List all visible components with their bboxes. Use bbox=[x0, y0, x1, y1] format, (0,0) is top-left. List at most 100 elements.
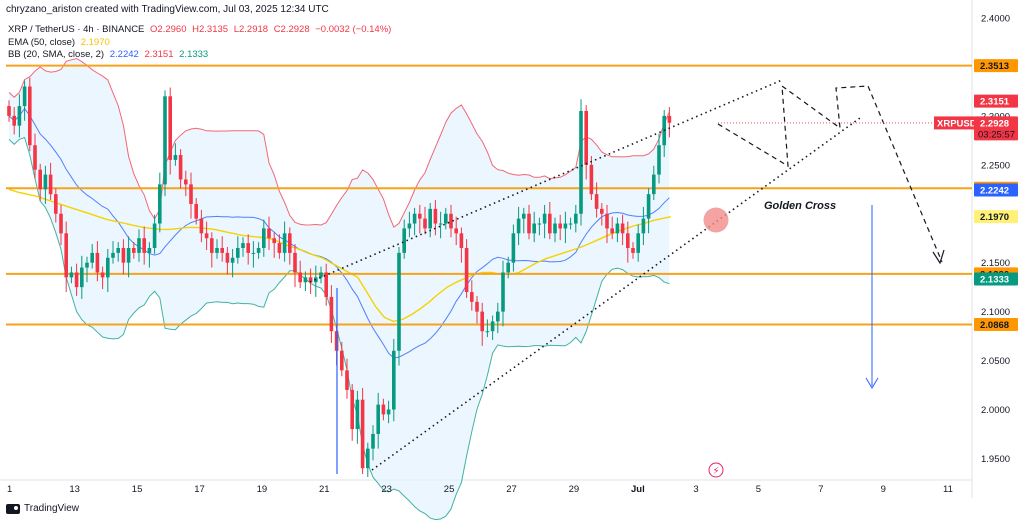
candle-body bbox=[615, 223, 620, 234]
candle-body bbox=[537, 223, 542, 225]
chart-credit: chryzano_ariston created with TradingVie… bbox=[6, 4, 329, 15]
price-tick-label: 2.0500 bbox=[981, 356, 1010, 367]
candle-body bbox=[64, 233, 68, 278]
candle-body bbox=[600, 208, 604, 214]
candle-body bbox=[168, 96, 172, 160]
candle-body bbox=[574, 213, 578, 224]
candle-body bbox=[490, 321, 495, 332]
candle-body bbox=[277, 243, 282, 253]
candle-body bbox=[241, 243, 245, 248]
time-tick-label: 15 bbox=[132, 484, 143, 495]
candle-body bbox=[12, 115, 16, 126]
candle-body bbox=[22, 86, 27, 107]
candle-body bbox=[262, 228, 266, 248]
candle-body bbox=[43, 174, 48, 190]
candle-body bbox=[106, 257, 110, 278]
ema-row[interactable]: EMA (50, close) 2.1970 bbox=[8, 37, 394, 50]
candle-body bbox=[350, 389, 354, 430]
candle-body bbox=[324, 272, 328, 297]
bb-upper-line bbox=[8, 58, 670, 228]
candle-body bbox=[423, 218, 427, 229]
candle-body bbox=[371, 433, 375, 449]
tradingview-logo-text: TradingView bbox=[24, 503, 80, 514]
symbol-row[interactable]: XRP / TetherUS · 4h · BINANCE O2.2960 H2… bbox=[8, 24, 394, 37]
time-tick-label: 17 bbox=[194, 484, 205, 495]
price-tick-label: 1.9500 bbox=[981, 454, 1010, 465]
candle-body bbox=[386, 409, 391, 415]
candle-body bbox=[293, 252, 297, 273]
candle-body bbox=[132, 248, 136, 253]
candle-body bbox=[17, 106, 22, 126]
candle-body bbox=[360, 399, 365, 469]
candle-body bbox=[610, 228, 614, 234]
candle-body bbox=[485, 331, 490, 333]
golden-cross-label: Golden Cross bbox=[764, 200, 836, 212]
candle-body bbox=[646, 194, 651, 219]
candle-body bbox=[511, 233, 516, 263]
time-tick-label: 19 bbox=[257, 484, 268, 495]
level-price-tag-label: 2.3513 bbox=[980, 61, 1009, 72]
candle-body bbox=[418, 213, 422, 219]
ema50-line bbox=[8, 188, 672, 323]
candle-body bbox=[303, 277, 308, 283]
candle-body bbox=[412, 213, 417, 224]
bb-lower-value: 2.1333 bbox=[179, 49, 209, 60]
symbol-tag-label: XRPUSDT bbox=[937, 118, 983, 129]
bb-upper-value: 2.3151 bbox=[144, 49, 174, 60]
candle-body bbox=[158, 184, 162, 224]
candle-body bbox=[381, 404, 386, 415]
candle-body bbox=[459, 233, 464, 248]
target-arrowhead bbox=[865, 377, 879, 389]
candle-body bbox=[449, 213, 453, 229]
price-tick-label: 2.1500 bbox=[981, 258, 1010, 269]
candle-body bbox=[189, 184, 193, 204]
candle-body bbox=[626, 233, 630, 248]
candle-body bbox=[501, 272, 505, 312]
candle-body bbox=[152, 223, 157, 248]
candle-body bbox=[542, 213, 547, 224]
indicator-price-tag-2 bbox=[974, 183, 1018, 197]
candle-body bbox=[438, 223, 443, 225]
indicator-price-tag-4 bbox=[974, 272, 1018, 286]
candle-body bbox=[38, 169, 42, 190]
candle-body bbox=[329, 296, 334, 332]
candle-body bbox=[553, 223, 557, 234]
candle-body bbox=[454, 228, 458, 234]
candle-body bbox=[137, 238, 141, 253]
candle-body bbox=[475, 301, 479, 312]
bb-row[interactable]: BB (20, SMA, close, 2) 2.2242 2.3151 2.1… bbox=[8, 49, 394, 62]
candle-body bbox=[308, 277, 313, 283]
indicator-price-tag-label: 2.1333 bbox=[980, 275, 1009, 286]
candle-body bbox=[204, 233, 209, 239]
time-tick-label: 21 bbox=[319, 484, 330, 495]
candle-body bbox=[236, 248, 240, 258]
time-tick-label: 1 bbox=[7, 484, 12, 495]
candle-body bbox=[345, 370, 349, 390]
candle-body bbox=[366, 448, 370, 469]
candle-body bbox=[7, 106, 11, 116]
candle-body bbox=[355, 399, 360, 430]
level-price-tag-0 bbox=[974, 59, 1018, 73]
candle-body bbox=[392, 350, 396, 410]
candle-body bbox=[433, 208, 438, 224]
candle-body bbox=[251, 252, 256, 254]
indicator-legend: XRP / TetherUS · 4h · BINANCE O2.2960 H2… bbox=[8, 24, 394, 62]
bb-lower-line bbox=[8, 136, 670, 521]
candle-body bbox=[199, 218, 204, 234]
candle-body bbox=[147, 248, 152, 253]
candle-body bbox=[282, 233, 287, 253]
indicator-price-tag-label: 2.2242 bbox=[980, 186, 1009, 197]
golden-cross-marker bbox=[703, 207, 729, 233]
candle-body bbox=[516, 218, 521, 234]
time-tick-label: 27 bbox=[506, 484, 517, 495]
candle-body bbox=[636, 233, 640, 253]
symbol-tag bbox=[934, 116, 974, 130]
candle-body bbox=[126, 248, 131, 263]
candle-body bbox=[184, 179, 188, 185]
price-tick-label: 2.4000 bbox=[981, 14, 1010, 25]
candles bbox=[7, 77, 672, 478]
candle-body bbox=[225, 252, 230, 263]
bb-label: BB (20, SMA, close, 2) bbox=[8, 49, 105, 60]
candle-body bbox=[90, 252, 94, 263]
